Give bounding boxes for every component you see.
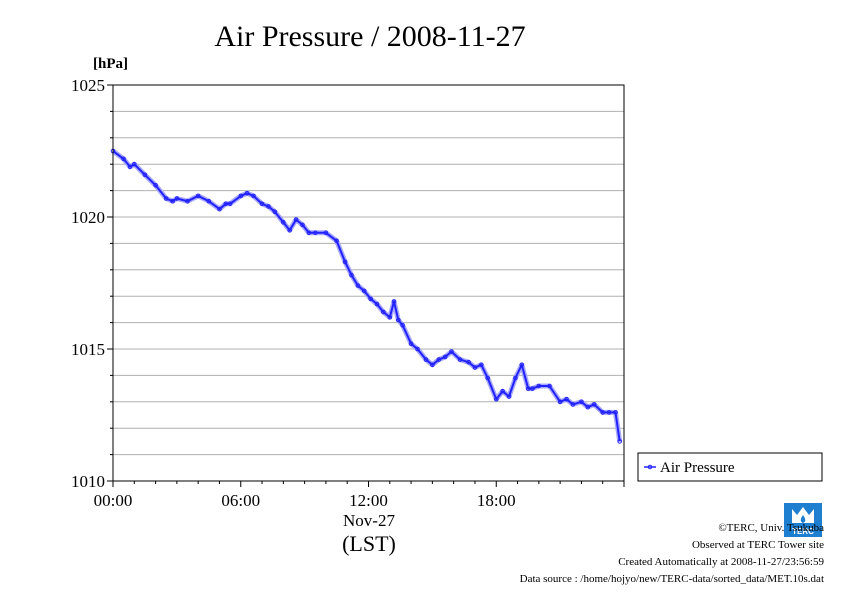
data-point (293, 217, 299, 222)
data-point (349, 272, 354, 278)
data-point (217, 206, 222, 212)
y-tick-label: 1015 (71, 340, 105, 359)
data-point (436, 357, 442, 362)
data-point (300, 222, 305, 228)
data-point (223, 201, 229, 207)
data-point (396, 317, 401, 323)
data-point (368, 296, 373, 302)
legend-marker-swatch (647, 464, 653, 470)
data-point (525, 386, 531, 391)
data-point (408, 341, 414, 347)
data-point (227, 201, 233, 207)
data-point (494, 396, 499, 402)
y-axis-unit-label: [hPa] (93, 56, 128, 72)
data-point (206, 198, 212, 204)
y-axis: 1010 1015 1020 1025 (71, 76, 113, 491)
data-point (591, 402, 597, 407)
data-point (323, 230, 329, 236)
data-point (606, 410, 612, 415)
data-point (479, 362, 484, 368)
data-point (472, 365, 478, 370)
chart-title: Air Pressure / 2008-11-27 (214, 20, 525, 53)
data-point (174, 196, 180, 201)
data-point (272, 209, 278, 214)
data-point (579, 399, 584, 405)
data-point (585, 404, 591, 410)
data-point (485, 375, 491, 381)
data-point (195, 193, 201, 199)
y-tick-label: 1025 (71, 76, 105, 95)
data-point (381, 309, 386, 315)
data-point (266, 204, 271, 209)
data-point (442, 354, 448, 360)
series-line-air-pressure (112, 150, 621, 442)
data-point (457, 357, 463, 362)
data-point (185, 198, 190, 204)
x-axis: 00:00 06:00 12:00 18:00 (94, 481, 625, 510)
data-point (423, 357, 429, 362)
data-point (530, 386, 535, 391)
data-point (430, 362, 435, 368)
svg-text:TERC: TERC (792, 527, 814, 536)
plot-frame (112, 84, 625, 482)
footer-data-source: Data source : /home/hojyo/new/TERC-data/… (519, 573, 824, 585)
data-point (570, 402, 576, 407)
x-tick-label: 18:00 (477, 491, 516, 510)
data-point (251, 193, 256, 199)
data-point (313, 230, 318, 236)
data-point (513, 375, 518, 381)
data-point (564, 396, 569, 402)
data-point (361, 288, 367, 294)
x-axis-title: (LST) (342, 531, 396, 556)
x-tick-label: 00:00 (94, 491, 133, 510)
data-point (170, 198, 175, 204)
data-point (287, 227, 293, 233)
legend-box (637, 452, 823, 482)
x-axis-date-label: Nov-27 (343, 511, 395, 530)
data-point (415, 346, 420, 352)
legend: Air Pressure (637, 452, 823, 482)
data-point (334, 238, 339, 244)
x-tick-label: 12:00 (349, 491, 388, 510)
data-point (142, 172, 148, 178)
data-point (613, 410, 618, 415)
y-tick-label: 1020 (71, 208, 105, 227)
y-tick-label: 1010 (71, 472, 105, 491)
series-layer (110, 148, 623, 444)
data-point (132, 161, 137, 167)
data-point (519, 362, 525, 368)
data-point (600, 410, 606, 415)
data-point (163, 196, 169, 201)
data-point (500, 388, 505, 394)
data-point (391, 299, 397, 304)
data-point (306, 230, 312, 236)
legend-entry-air-pressure: Air Pressure (660, 460, 735, 476)
footer-observed-site: Observed at TERC Tower site (691, 539, 824, 551)
data-point (121, 156, 126, 162)
data-point (400, 322, 405, 328)
data-point (449, 349, 454, 354)
data-point (244, 190, 250, 196)
data-point (342, 259, 348, 265)
data-point (466, 359, 471, 365)
grid-lines (113, 110, 624, 456)
data-point (153, 183, 158, 188)
data-point (387, 315, 393, 320)
data-point (238, 193, 244, 199)
footer-created-timestamp: Created Automatically at 2008-11-27/23:5… (618, 556, 824, 568)
data-point (557, 399, 563, 405)
data-point (374, 301, 380, 307)
data-point (355, 283, 361, 288)
data-point (617, 439, 623, 444)
data-point (536, 383, 542, 389)
data-point (547, 383, 552, 389)
data-point (281, 220, 286, 225)
x-tick-label: 06:00 (221, 491, 260, 510)
data-point (259, 201, 265, 207)
terc-logo: TERC (784, 503, 822, 537)
data-point (127, 164, 133, 170)
footer-copyright: ©TERC, Univ. Tsukuba (718, 522, 824, 534)
data-point (506, 394, 512, 399)
